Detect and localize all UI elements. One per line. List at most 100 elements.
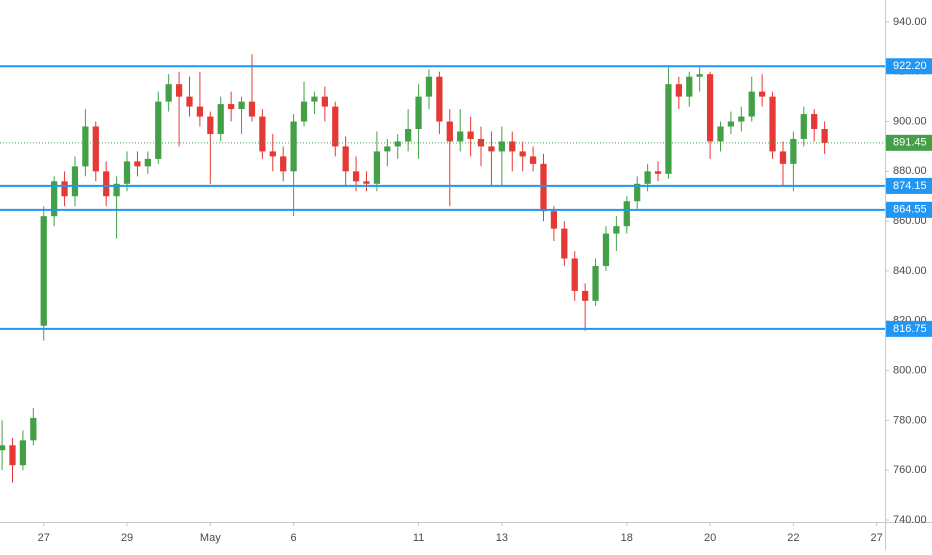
- candle-body: [311, 96, 318, 102]
- candle-body: [280, 156, 287, 172]
- candle-body: [290, 121, 297, 172]
- x-tick-label: 29: [121, 532, 133, 544]
- candle-body: [623, 201, 630, 227]
- candle-body: [134, 161, 141, 167]
- level-label: 816.75: [893, 323, 927, 335]
- candle-body: [82, 126, 89, 167]
- candle-body: [415, 96, 422, 130]
- candle-body: [769, 96, 776, 152]
- candle-body: [373, 151, 381, 184]
- candle-body: [654, 171, 662, 174]
- y-tick-label: 840.00: [893, 265, 927, 277]
- candle-body: [342, 146, 349, 172]
- candle-body: [259, 116, 266, 152]
- last-price-box: [886, 134, 932, 151]
- candle-body: [61, 181, 68, 197]
- y-tick-label: 800.00: [893, 364, 927, 376]
- x-tick-label: 20: [704, 532, 716, 544]
- candle-body: [269, 151, 276, 157]
- level-label-box: [886, 177, 932, 194]
- candle-body: [467, 131, 474, 139]
- candle-body: [51, 181, 58, 217]
- candle-body: [436, 76, 443, 122]
- candle-body: [175, 84, 183, 97]
- candle-body: [207, 116, 214, 134]
- candle-body: [790, 138, 797, 164]
- candle-body: [550, 211, 558, 229]
- x-tick-label: May: [200, 532, 221, 544]
- candle-body: [217, 104, 224, 134]
- candle-body: [300, 101, 308, 122]
- x-tick-label: 22: [787, 532, 799, 544]
- candle-body: [425, 76, 433, 97]
- x-tick-label: 6: [291, 532, 297, 544]
- candle-body: [363, 181, 370, 184]
- candle-body: [727, 121, 735, 127]
- candle-body: [228, 104, 235, 110]
- level-label-box: [886, 320, 932, 337]
- candle-body: [123, 161, 131, 184]
- candle-body: [644, 171, 651, 184]
- candle-body: [821, 129, 828, 143]
- candle-body: [405, 129, 412, 142]
- candle-body: [800, 114, 807, 139]
- candle-body: [332, 106, 339, 147]
- x-tick-label: 18: [621, 532, 633, 544]
- y-tick-label: 940.00: [893, 16, 927, 28]
- candle-body: [529, 156, 537, 164]
- candle-body: [540, 163, 547, 212]
- level-label-box: [886, 201, 932, 218]
- level-label-box: [886, 58, 932, 75]
- candle-body: [238, 101, 245, 110]
- y-tick-label: 900.00: [893, 115, 927, 127]
- candle-body: [40, 216, 47, 326]
- last-price-label: 891.45: [893, 137, 927, 149]
- x-tick-label: 11: [413, 532, 424, 544]
- candle-body: [144, 158, 151, 167]
- candle-body: [113, 183, 120, 197]
- candle-body: [759, 91, 766, 97]
- candle-body: [30, 417, 37, 441]
- x-tick-label: 13: [496, 532, 508, 544]
- y-tick-label: 740.00: [893, 514, 927, 526]
- candle-body: [394, 141, 401, 147]
- candle-body: [519, 151, 526, 157]
- candle-body: [509, 141, 516, 152]
- y-tick-label: 880.00: [893, 165, 927, 177]
- candle-body: [582, 290, 589, 301]
- candle-body: [321, 96, 328, 107]
- candle-body: [488, 146, 495, 152]
- candle-body: [686, 76, 693, 97]
- level-label: 864.55: [893, 204, 927, 216]
- candle-body: [457, 131, 464, 142]
- candle-body: [186, 96, 193, 107]
- candle-body: [165, 84, 172, 102]
- candle-body: [696, 74, 703, 77]
- candle-body: [477, 138, 485, 147]
- candle-body: [748, 91, 755, 117]
- candle-body: [196, 106, 204, 117]
- candle-body: [779, 151, 787, 164]
- candle-body: [71, 166, 79, 197]
- candle-body: [384, 146, 391, 152]
- candle-body: [352, 171, 360, 182]
- candle-body: [571, 258, 578, 291]
- candle-body: [592, 265, 599, 301]
- level-label: 922.20: [893, 60, 927, 72]
- level-label: 874.15: [893, 180, 927, 192]
- candle-body: [738, 116, 745, 122]
- x-tick-label: 27: [871, 532, 883, 544]
- y-tick-label: 760.00: [893, 464, 927, 476]
- candle-body: [675, 84, 682, 97]
- candle-body: [634, 183, 641, 202]
- candle-body: [248, 101, 256, 117]
- candle-body: [706, 74, 714, 142]
- y-tick-label: 860.00: [893, 215, 927, 227]
- candle-body: [561, 228, 568, 259]
- candle-body: [717, 126, 724, 142]
- candle-body: [92, 126, 99, 172]
- candle-body: [498, 141, 505, 152]
- candle-body: [602, 233, 610, 266]
